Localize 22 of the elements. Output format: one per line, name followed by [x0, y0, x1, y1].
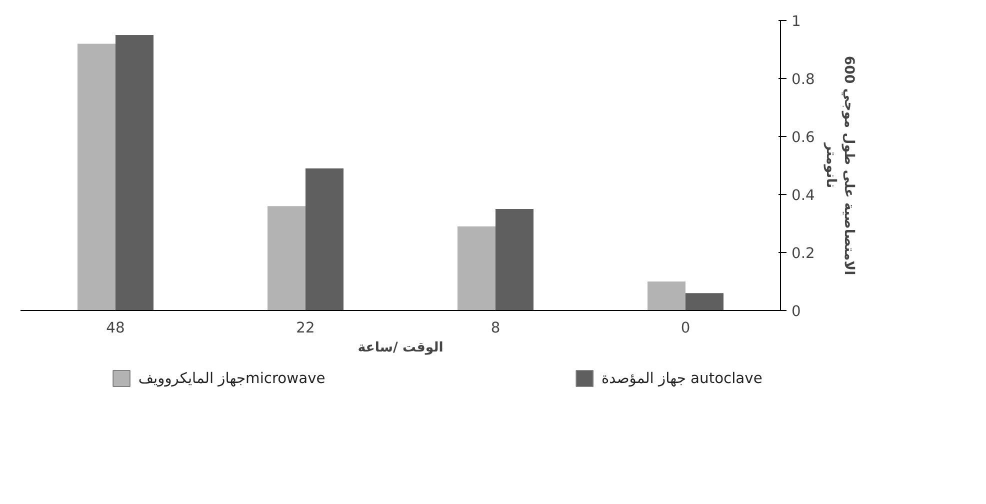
- x-tick-label: 48: [106, 320, 125, 336]
- legend-label: جهاز المايكروويفmicrowave: [138, 370, 326, 387]
- y-tick-label: 0.6: [792, 129, 815, 146]
- bar: [458, 226, 496, 310]
- bar: [78, 44, 116, 310]
- y-axis-title: الامتصاصية على طول موجي 600 نانومتر: [822, 56, 856, 276]
- x-axis-title: الوقت /ساعة: [358, 340, 444, 356]
- y-tick-label: 0.2: [792, 245, 815, 262]
- bar: [648, 282, 686, 310]
- bar: [116, 35, 154, 310]
- x-tick-label: 8: [490, 320, 500, 336]
- y-tick-label: 0.4: [792, 187, 815, 204]
- bar: [306, 168, 344, 310]
- x-tick-label: 22: [296, 320, 315, 336]
- legend-label: جهاز المؤصدة autoclave: [601, 370, 762, 387]
- bar: [268, 206, 306, 310]
- y-tick-label: 0: [792, 303, 801, 320]
- x-tick-label: 0: [680, 320, 690, 336]
- y-tick-label: 0.8: [792, 71, 815, 88]
- y-tick-label: 1: [792, 13, 801, 30]
- bar: [686, 293, 724, 310]
- bar: [496, 209, 534, 310]
